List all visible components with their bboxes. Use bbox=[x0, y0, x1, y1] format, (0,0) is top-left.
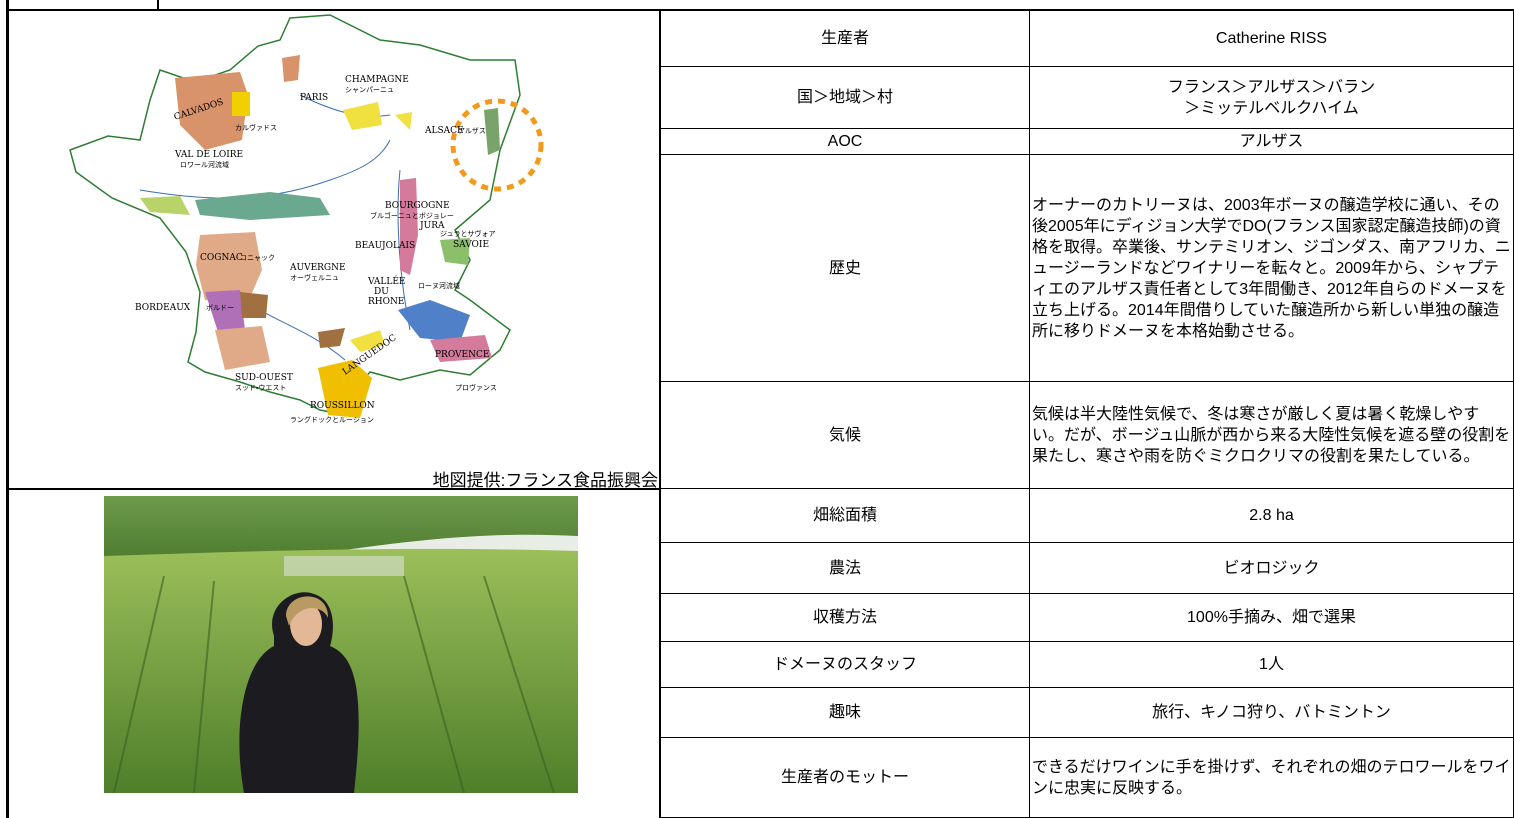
highlight-circle bbox=[450, 98, 544, 192]
row-value: 旅行、キノコ狩り、バトミントン bbox=[1030, 688, 1514, 738]
value-line: ＞ミッテルベルクハイム bbox=[1184, 99, 1359, 117]
row-label: 趣味 bbox=[661, 688, 1030, 738]
label-text: 農法 bbox=[828, 559, 861, 577]
map-label: カルヴァドス bbox=[235, 123, 277, 132]
value-line: Catherine RISS bbox=[1215, 29, 1328, 47]
value-text: 気候は半大陸性気候で、冬は寒さが厳しく夏は暑く乾燥しやすい。だが、ボージュ山脈が… bbox=[1032, 404, 1511, 467]
row-value: できるだけワインに手を掛けず、それぞれの畑のテロワールをワインに忠実に反映する。 bbox=[1030, 738, 1514, 818]
map-label: PARIS bbox=[300, 93, 328, 103]
map-label: VALLÉE bbox=[367, 275, 405, 287]
row-value: ビオロジック bbox=[1030, 543, 1514, 594]
value-line: 100%手摘み、畑で選果 bbox=[1187, 609, 1356, 626]
row-value: アルザス bbox=[1030, 129, 1514, 155]
value-text: 1人 bbox=[1259, 654, 1284, 675]
map-label: VAL DE LOIRE bbox=[174, 150, 243, 160]
map-label: JURA bbox=[419, 221, 445, 231]
label-text: 収穫方法 bbox=[812, 609, 877, 626]
value-line: できるだけワインに手を掛けず、それぞれの畑のテロワールをワインに忠実に反映する。 bbox=[1032, 758, 1511, 797]
map-label: BORDEAUX bbox=[135, 303, 191, 313]
map-label: スッド・ウエスト bbox=[235, 384, 286, 392]
map-label: オーヴェルニュ bbox=[290, 273, 339, 282]
row-label: 気候 bbox=[661, 382, 1030, 489]
row-label: 生産者 bbox=[661, 10, 1030, 67]
row-label: AOC bbox=[661, 129, 1030, 155]
map-label: SAVOIE bbox=[453, 240, 489, 250]
row-value: 100%手摘み、畑で選果 bbox=[1030, 594, 1514, 642]
value-text: できるだけワインに手を掛けず、それぞれの畑のテロワールをワインに忠実に反映する。 bbox=[1032, 757, 1511, 799]
value-text: オーナーのカトリーヌは、2003年ボーヌの醸造学校に通い、その後2005年にディ… bbox=[1032, 195, 1511, 342]
label-text: 歴史 bbox=[828, 259, 861, 277]
title-row-border bbox=[6, 9, 1514, 11]
map-label: DU bbox=[374, 287, 389, 297]
value-line: フランス＞アルザス＞バラン bbox=[1167, 78, 1376, 96]
row-label: 生産者のモットー bbox=[661, 738, 1030, 818]
map-label: シャンパーニュ bbox=[345, 86, 394, 94]
value-line: アルザス bbox=[1239, 133, 1304, 150]
value-line: 気候は半大陸性気候で、冬は寒さが厳しく夏は暑く乾燥しやすい。だが、ボージュ山脈が… bbox=[1032, 405, 1511, 465]
map-label: CHAMPAGNE bbox=[345, 75, 409, 85]
map-label: BOURGOGNE bbox=[385, 201, 450, 211]
row-value: Catherine RISS bbox=[1030, 10, 1514, 67]
row-value: オーナーのカトリーヌは、2003年ボーヌの醸造学校に通い、その後2005年にディ… bbox=[1030, 155, 1514, 382]
map-label: ジュラとサヴォア bbox=[440, 229, 496, 238]
value-text: 2.8 ha bbox=[1249, 505, 1293, 526]
map-photo-divider bbox=[8, 488, 660, 490]
map-label: ロワール河流域 bbox=[180, 160, 229, 169]
wine-regions bbox=[140, 55, 500, 418]
row-label: 畑総面積 bbox=[661, 489, 1030, 543]
map-label: プロヴァンス bbox=[455, 383, 497, 392]
row-value: フランス＞アルザス＞バラン ＞ミッテルベルクハイム bbox=[1030, 67, 1514, 129]
value-line: ビオロジック bbox=[1223, 559, 1320, 577]
value-text: 100%手摘み、畑で選果 bbox=[1187, 607, 1356, 628]
label-text: 生産者 bbox=[820, 29, 869, 47]
title-row-divider bbox=[157, 0, 159, 10]
value-text: 旅行、キノコ狩り、バトミントン bbox=[1152, 702, 1391, 723]
map-label: PROVENCE bbox=[435, 350, 489, 360]
row-value: 2.8 ha bbox=[1030, 489, 1514, 543]
producer-photo bbox=[104, 496, 578, 793]
label-text: AOC bbox=[827, 133, 863, 150]
value-line: 旅行、キノコ狩り、バトミントン bbox=[1152, 704, 1391, 721]
row-value: 1人 bbox=[1030, 642, 1514, 688]
row-label: ドメーヌのスタッフ bbox=[661, 642, 1030, 688]
map-label: AUVERGNE bbox=[289, 263, 346, 273]
value-line: オーナーのカトリーヌは、2003年ボーヌの醸造学校に通い、その後2005年にディ… bbox=[1032, 196, 1511, 340]
value-line: 1人 bbox=[1259, 656, 1284, 673]
map-label: ブルゴーニュとボジョレー bbox=[370, 211, 454, 220]
label-text: ドメーヌのスタッフ bbox=[772, 656, 917, 673]
label-text: 気候 bbox=[828, 426, 861, 444]
value-text: アルザス bbox=[1240, 131, 1304, 152]
label-text: 生産者のモットー bbox=[780, 769, 909, 786]
value-text: Catherine RISS bbox=[1216, 28, 1327, 49]
row-label: 国＞地域＞村 bbox=[661, 67, 1030, 129]
map-label: RHONE bbox=[368, 297, 404, 307]
map-label: ROUSSILLON bbox=[310, 401, 375, 411]
value-text: ビオロジック bbox=[1223, 558, 1319, 579]
map-label: COGNAC bbox=[200, 253, 243, 263]
value-text: フランス＞アルザス＞バラン ＞ミッテルベルクハイム bbox=[1168, 77, 1375, 119]
row-value: 気候は半大陸性気候で、冬は寒さが厳しく夏は暑く乾燥しやすい。だが、ボージュ山脈が… bbox=[1030, 382, 1514, 489]
map: CHAMPAGNEシャンパーニュCALVADOSカルヴァドスPARISALSAC… bbox=[69, 14, 544, 424]
map-label: アルザス bbox=[458, 127, 486, 135]
label-text: 畑総面積 bbox=[812, 507, 877, 524]
map-label: ローヌ河流域 bbox=[418, 281, 460, 290]
row-label: 農法 bbox=[661, 543, 1030, 594]
map-label: ラングドックとルーション bbox=[290, 415, 374, 424]
map-label: ALSACE bbox=[424, 126, 464, 136]
value-line: 2.8 ha bbox=[1249, 507, 1294, 524]
map-label: コニャック bbox=[240, 254, 275, 262]
left-col-divider bbox=[659, 10, 661, 818]
map-label: SUD-OUEST bbox=[235, 373, 293, 383]
map-label: ボルドー bbox=[206, 304, 234, 312]
left-edge bbox=[6, 0, 9, 818]
map-caption: 地図提供:フランス食品振興会 bbox=[432, 471, 658, 490]
label-text: 趣味 bbox=[828, 704, 861, 721]
map-label: BEAUJOLAIS bbox=[355, 241, 415, 251]
row-label: 収穫方法 bbox=[661, 594, 1030, 642]
label-text: 国＞地域＞村 bbox=[796, 89, 893, 106]
row-label: 歴史 bbox=[661, 155, 1030, 382]
